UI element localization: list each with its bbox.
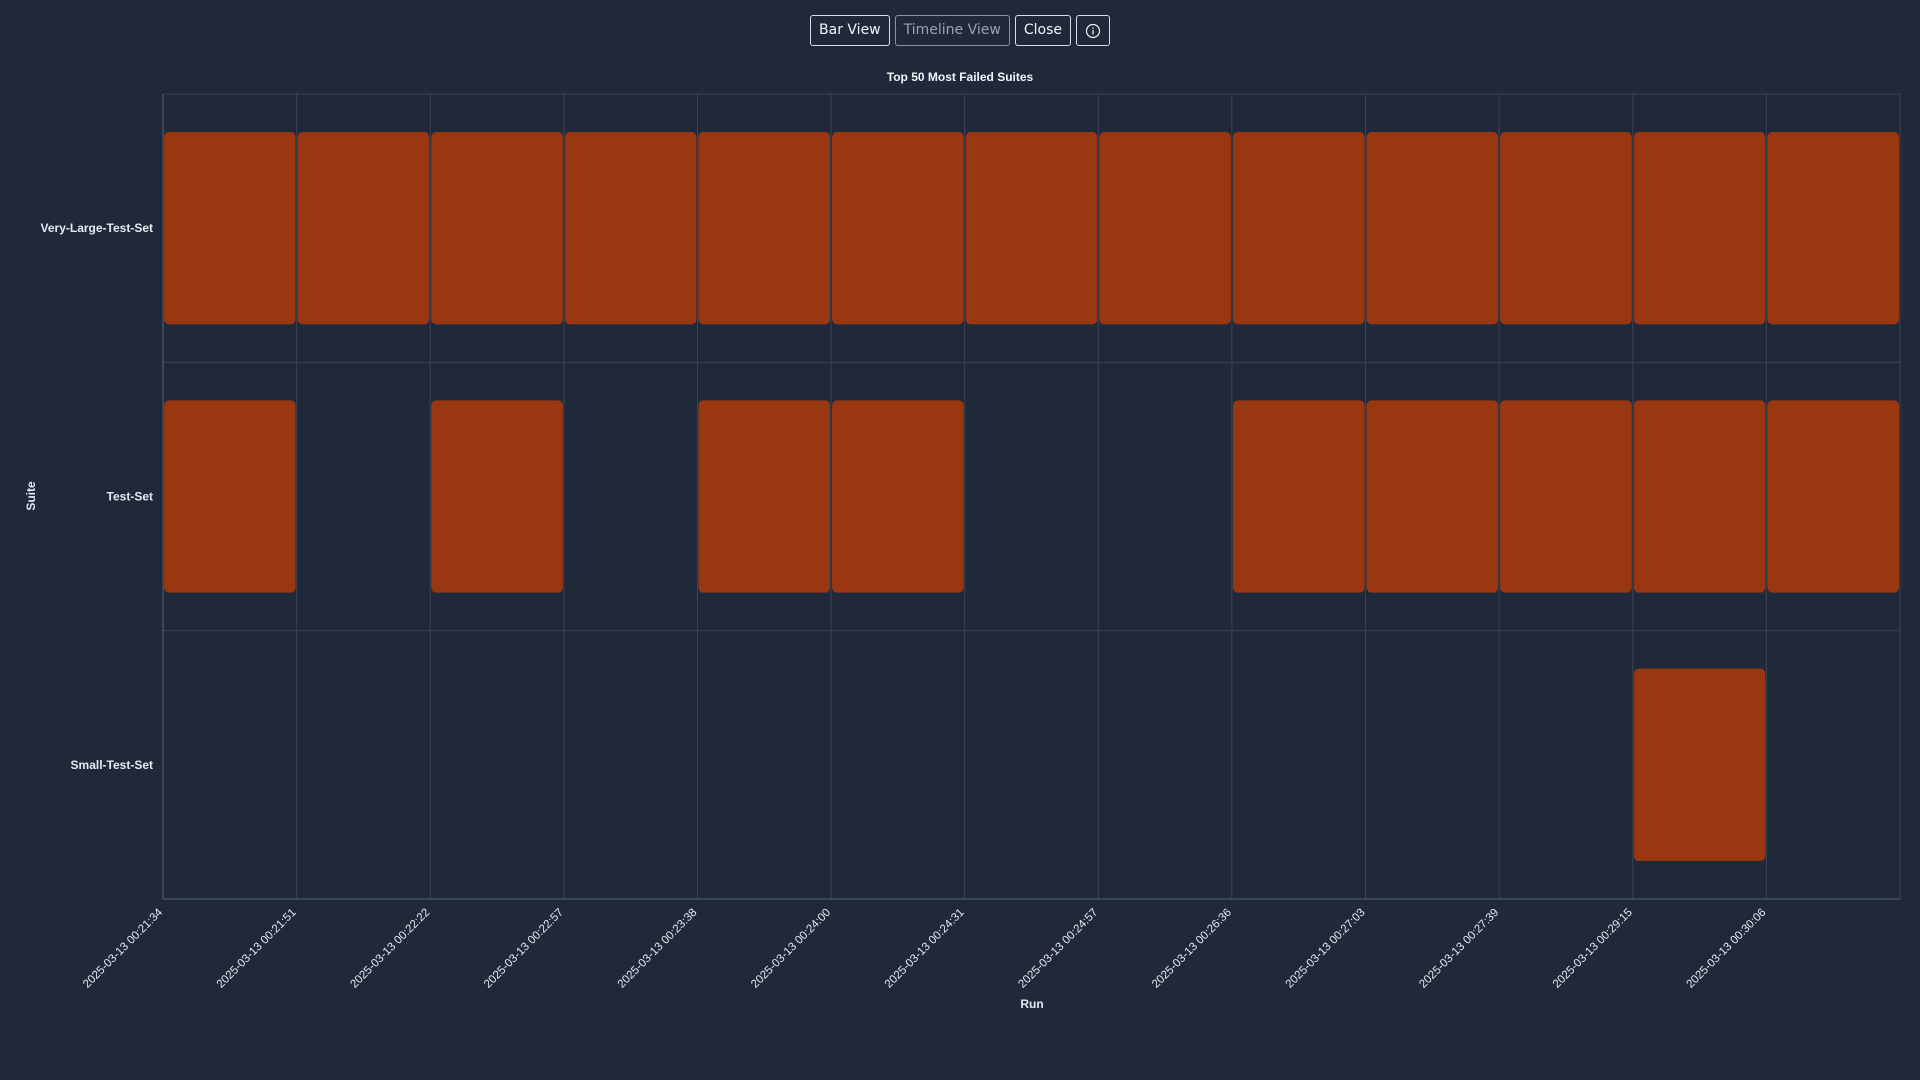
x-axis-title: Run (1020, 997, 1043, 1011)
run-tick-label: 2025-03-13 00:22:22 (348, 907, 432, 991)
view-toolbar: Bar View Timeline View Close (0, 15, 1920, 46)
run-tick-label: 2025-03-13 00:26:36 (1150, 907, 1234, 991)
run-tick-label: 2025-03-13 00:21:51 (215, 907, 299, 991)
y-axis-title: Suite (24, 481, 38, 511)
close-button[interactable]: Close (1014, 15, 1071, 46)
run-tick-label: 2025-03-13 00:24:57 (1016, 907, 1100, 991)
failure-cell[interactable] (965, 132, 1098, 325)
failure-cell[interactable] (698, 400, 831, 593)
category-labels: Very-Large-Test-Set Test-Set Small-Test-Se… (41, 221, 153, 772)
grid-layer (162, 93, 1901, 900)
run-tick-label: 2025-03-13 00:29:15 (1551, 907, 1635, 991)
failure-cell[interactable] (1767, 400, 1899, 593)
suite-label: Very-Large-Test-Set (41, 221, 153, 235)
failure-cell[interactable] (832, 400, 964, 593)
run-tick-label: 2025-03-13 00:22:57 (482, 907, 566, 991)
info-button[interactable] (1075, 15, 1110, 46)
failure-cell[interactable] (164, 132, 296, 325)
run-tick-label: 2025-03-13 00:23:38 (616, 907, 700, 991)
failure-cell[interactable] (1633, 668, 1766, 861)
failure-cell[interactable] (564, 132, 697, 325)
failure-cell[interactable] (431, 132, 563, 325)
failure-cell[interactable] (1633, 132, 1766, 325)
run-tick-label: 2025-03-13 00:24:31 (883, 907, 967, 991)
run-tick-label: 2025-03-13 00:27:03 (1284, 907, 1368, 991)
bar-view-button[interactable]: Bar View (810, 15, 890, 46)
failure-cell[interactable] (297, 132, 430, 325)
timeline-view-button[interactable]: Timeline View (894, 15, 1010, 46)
x-tick-labels: 2025-03-13 00:21:34 2025-03-13 00:21:51 20… (81, 906, 1768, 990)
suite-label: Small-Test-Set (71, 758, 153, 772)
failure-cell[interactable] (1099, 132, 1231, 325)
failure-cell[interactable] (164, 400, 296, 593)
failure-cell[interactable] (832, 132, 964, 325)
run-tick-label: 2025-03-13 00:30:06 (1685, 907, 1769, 991)
failure-cell[interactable] (1767, 132, 1899, 325)
failure-cell[interactable] (1633, 400, 1766, 593)
info-icon (1085, 23, 1101, 38)
suite-label: Test-Set (107, 490, 153, 504)
run-tick-label: 2025-03-13 00:27:39 (1417, 907, 1501, 991)
bar-layer (164, 132, 1899, 861)
failure-cell[interactable] (1366, 132, 1499, 325)
failure-cell[interactable] (1232, 132, 1365, 325)
failure-cell[interactable] (1232, 400, 1365, 593)
failure-cell[interactable] (1366, 400, 1499, 593)
failure-cell[interactable] (1500, 132, 1632, 325)
run-tick-label: 2025-03-13 00:21:34 (81, 906, 165, 990)
chart-title: Top 50 Most Failed Suites (887, 70, 1034, 84)
failure-cell[interactable] (1500, 400, 1632, 593)
failure-cell[interactable] (698, 132, 831, 325)
run-tick-label: 2025-03-13 00:24:00 (749, 907, 833, 991)
failure-cell[interactable] (431, 400, 563, 593)
